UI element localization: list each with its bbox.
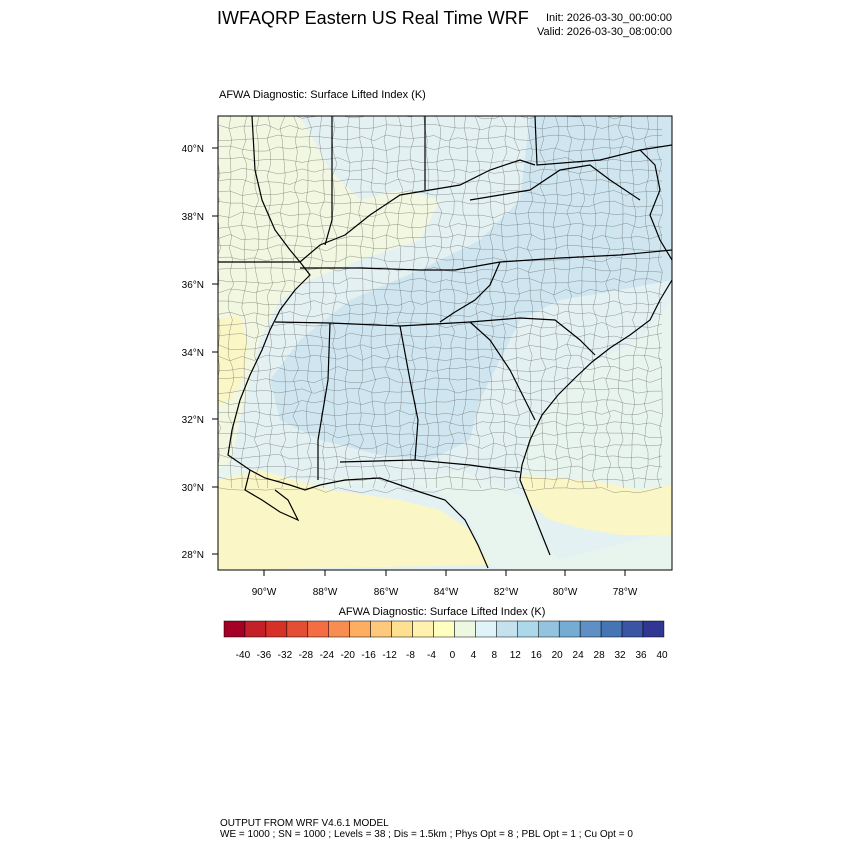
- lon-label: 84°W: [434, 587, 459, 598]
- colorbar-labels: -40 -36 -32 -28 -24 -20 -16 -12 -8 -4 0 4 8 12 16 20 24 2…: [236, 650, 668, 661]
- footer-config: WE = 1000 ; SN = 1000 ; Levels = 38 ; Di…: [220, 829, 633, 840]
- region-negative-west: [218, 315, 248, 405]
- lon-label: 78°W: [613, 587, 638, 598]
- colorbar-label: -36: [257, 650, 272, 661]
- colorbar-box: [433, 620, 455, 638]
- gulf-coast: [249, 469, 489, 569]
- colorbar-box: [496, 620, 518, 638]
- region-negative-gulf: [218, 470, 490, 570]
- boundary-in-oh: [324, 116, 333, 246]
- lat-label: 36°N: [182, 280, 204, 291]
- colorbar-label: 20: [552, 650, 564, 661]
- lat-label: 38°N: [182, 212, 204, 223]
- colorbar-box: [286, 620, 309, 638]
- boundary-tn-south: [274, 321, 471, 327]
- chesapeake-coast: [639, 149, 672, 261]
- ocean-gulf: [218, 460, 672, 570]
- region-negative-east: [520, 475, 672, 535]
- colorbar-box: [307, 620, 329, 638]
- lat-label: 40°N: [182, 144, 204, 155]
- colorbar-box: [328, 620, 350, 638]
- colorbar-box: [475, 620, 497, 638]
- colorbar-label: -28: [299, 650, 314, 661]
- longitude-axis: 90°W 88°W 86°W 84°W 82°W 80°W 78°W: [252, 570, 638, 598]
- boundary-wv-va: [469, 164, 641, 201]
- colorbar-box: [223, 620, 246, 638]
- boundary-al-ga: [399, 325, 419, 461]
- louisiana-coast: [244, 469, 300, 522]
- map-plot: 40°N 38°N 36°N 34°N 32°N 30°N 28°N 90°W 88°W 86°…: [182, 115, 673, 598]
- colorbar-label: 0: [450, 650, 456, 661]
- colorbar-box: [621, 620, 644, 638]
- colorbar-box: [579, 620, 602, 638]
- plot-subtitle: AFWA Diagnostic: Surface Lifted Index (K…: [219, 89, 426, 101]
- main-title: IWFAQRP Eastern US Real Time WRF: [217, 8, 529, 28]
- map-field: [218, 116, 672, 570]
- colorbar-label: -20: [340, 650, 355, 661]
- colorbar-label: 8: [492, 650, 498, 661]
- init-time: Init: 2026-03-30_00:00:00: [546, 12, 672, 24]
- colorbar-title: AFWA Diagnostic: Surface Lifted Index (K…: [338, 606, 546, 618]
- colorbar-label: 28: [594, 650, 606, 661]
- colorbar-box: [244, 620, 267, 638]
- colorbar-label: -12: [382, 650, 397, 661]
- boundary-ky-tn: [300, 249, 672, 271]
- lat-label: 32°N: [182, 415, 204, 426]
- colorbar-box: [600, 620, 623, 638]
- county-boundaries: [218, 116, 663, 494]
- colorbar-boxes: [223, 620, 665, 638]
- colorbar-label: -40: [236, 650, 251, 661]
- colorbar-box: [642, 620, 665, 638]
- colorbar-label: 32: [614, 650, 626, 661]
- lat-label: 30°N: [182, 483, 204, 494]
- boundary-il-in: [251, 116, 301, 263]
- region-positive: [270, 116, 672, 460]
- map-frame: [217, 115, 673, 571]
- colorbar-label: 40: [656, 650, 668, 661]
- colorbar-box: [538, 620, 560, 638]
- colorbar: -40 -36 -32 -28 -24 -20 -16 -12 -8 -4 0 4 8 12 16 20 24 2…: [223, 620, 668, 661]
- colorbar-box: [517, 620, 539, 638]
- colorbar-box: [454, 620, 476, 638]
- lat-label: 28°N: [182, 550, 204, 561]
- lat-label: 34°N: [182, 348, 204, 359]
- colorbar-box: [265, 620, 288, 638]
- ocean-atlantic: [520, 300, 672, 500]
- lon-label: 90°W: [252, 587, 277, 598]
- colorbar-label: -8: [406, 650, 415, 661]
- colorbar-box: [391, 620, 413, 638]
- colorbar-box: [558, 620, 581, 638]
- latitude-axis: 40°N 38°N 36°N 34°N 32°N 30°N 28°N: [182, 144, 218, 561]
- colorbar-label: -16: [361, 650, 376, 661]
- colorbar-label: 36: [635, 650, 647, 661]
- colorbar-label: 24: [573, 650, 585, 661]
- colorbar-box: [370, 620, 392, 638]
- boundary-fl-ga: [339, 459, 521, 473]
- lon-label: 86°W: [374, 587, 399, 598]
- colorbar-label: 16: [531, 650, 543, 661]
- colorbar-label: -24: [320, 650, 335, 661]
- boundary-ms-al: [317, 322, 331, 480]
- lon-label: 82°W: [494, 587, 519, 598]
- lon-label: 80°W: [553, 587, 578, 598]
- boundary-pa-md: [534, 116, 672, 166]
- atlantic-coast: [519, 279, 672, 556]
- boundary-nc-sc: [469, 317, 596, 356]
- colorbar-label: -4: [427, 650, 436, 661]
- footer-model: OUTPUT FROM WRF V4.6.1 MODEL: [220, 818, 389, 829]
- mississippi-river: [227, 261, 311, 471]
- colorbar-label: 4: [471, 650, 477, 661]
- ohio-river: [299, 159, 536, 263]
- colorbar-box: [349, 620, 371, 638]
- valid-time: Valid: 2026-03-30_08:00:00: [537, 26, 672, 38]
- colorbar-box: [412, 620, 434, 638]
- boundary-ga-sc: [469, 321, 536, 421]
- colorbar-label: -32: [278, 650, 293, 661]
- lon-label: 88°W: [313, 587, 338, 598]
- colorbar-label: 12: [510, 650, 522, 661]
- boundary-tn-nc: [439, 261, 501, 323]
- state-boundaries: [218, 116, 672, 569]
